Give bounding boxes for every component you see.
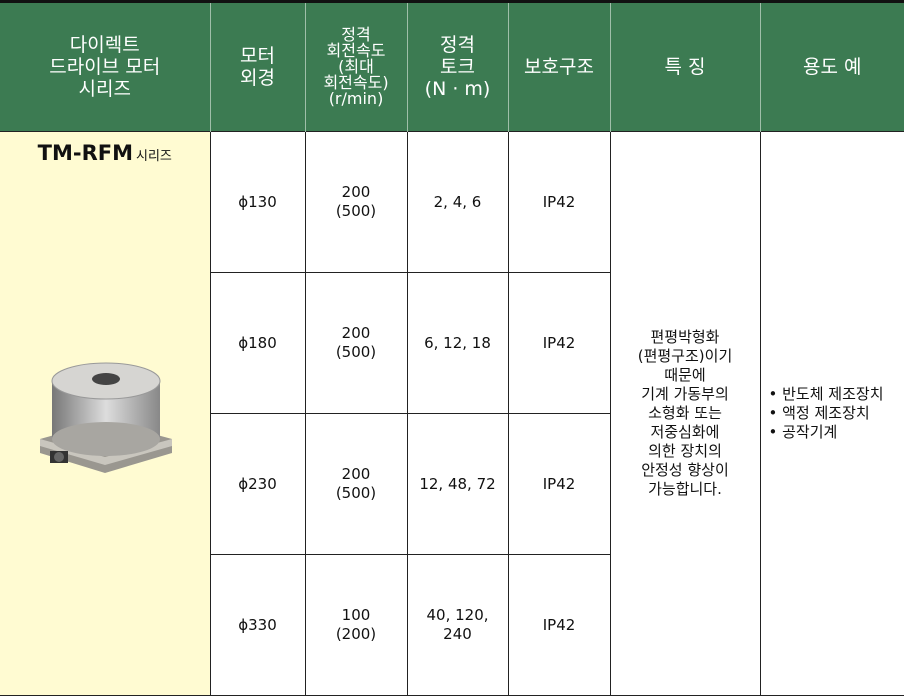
speed-cell: 200 (500) (304, 272, 408, 414)
text-line: 안정성 향상이 (641, 461, 729, 479)
text-line: 보호구조 (524, 56, 594, 78)
use-item: 반도체 제조장치 (769, 385, 904, 404)
use-item: 액정 제조장치 (769, 404, 904, 423)
text-line: 드라이브 모터 (49, 56, 161, 78)
text-line: 특 징 (664, 56, 706, 78)
product-image (39, 362, 172, 473)
text-line: (200) (335, 625, 377, 643)
torque-cell: 12, 48, 72 (406, 413, 509, 555)
header-cell: 모터 외경 (209, 1, 305, 132)
protection-cell: IP42 (507, 131, 611, 273)
text-line: 외경 (240, 67, 275, 89)
torque-cell: 6, 12, 18 (406, 272, 509, 414)
text-line: 6, 12, 18 (424, 333, 491, 352)
body-row: ϕ330 100 (200) 40, 120, 240 IP42 (0, 554, 904, 696)
text-line: 기계 가동부의 (641, 385, 729, 403)
header-cell: 정격 회전속도 (최대 회전속도) (r/min) (304, 1, 407, 132)
text-line: (r/min) (328, 89, 384, 108)
text-line: 200 (341, 183, 371, 201)
body-row: ϕ230 200 (500) 12, 48, 72 IP42 (0, 413, 904, 555)
speed-cell: 200 (500) (304, 413, 408, 555)
series-name: TM-RFM (37, 141, 133, 165)
text-line: 저중심화에 (650, 423, 720, 441)
text-line: 다이렉트 (69, 34, 140, 56)
uses-list: 반도체 제조장치액정 제조장치공작기계 (769, 385, 904, 442)
protection-cell: IP42 (507, 554, 611, 696)
use-item: 공작기계 (769, 423, 904, 442)
header-row: 다이렉트 드라이브 모터 시리즈 모터 외경 정격 회전속도 (최대 회전속도) (r/min) 정… (0, 1, 904, 132)
text-line: 100 (341, 606, 371, 624)
series-cell: TM-RFM 시리즈 (0, 131, 211, 696)
header-cell: 용도 예 (759, 1, 904, 132)
text-line: (N · m) (424, 78, 491, 100)
text-line: 정격 (341, 25, 371, 44)
text-line: (편평구조)이기 (637, 347, 733, 365)
series-suffix: 시리즈 (135, 149, 172, 164)
speed-cell: 100 (200) (304, 554, 408, 696)
diameter-cell: ϕ130 (209, 131, 306, 273)
text-line: 회전속도 (326, 41, 386, 60)
text-line: 40, 120, (426, 606, 489, 624)
text-line: (최대 (338, 57, 374, 76)
uses-cell: 반도체 제조장치액정 제조장치공작기계 (759, 131, 904, 696)
header-cell: 정격 토크 (N · m) (406, 1, 508, 132)
diameter-cell: ϕ330 (209, 554, 306, 696)
text-line: 240 (443, 625, 472, 643)
features-cell: 편평박형화 (편평구조)이기 때문에 기계 가동부의 소형화 또는 저중심화에 의한 장치의… (609, 131, 761, 696)
torque-cell: 2, 4, 6 (406, 131, 509, 273)
text-line: 200 (341, 465, 371, 483)
text-line: 200 (341, 324, 371, 342)
text-line: 소형화 또는 (648, 404, 722, 422)
text-line: 때문에 (664, 366, 706, 384)
text-line: 시리즈 (78, 78, 131, 100)
text-line: 회전속도) (323, 73, 389, 92)
text-line: (500) (335, 202, 377, 220)
table-body: TM-RFM 시리즈 ϕ130 200 (500) 2, 4, 6 IP42 편평박형화 (편… (0, 131, 904, 696)
text-line: 편평박형화 (650, 328, 720, 346)
header-cell: 특 징 (609, 1, 760, 132)
diameter-cell: ϕ230 (209, 413, 306, 555)
text-line: 가능합니다. (648, 480, 722, 498)
text-line: (500) (335, 484, 377, 502)
protection-cell: IP42 (507, 413, 611, 555)
header-cell: 다이렉트 드라이브 모터 시리즈 (0, 1, 210, 132)
body-row: TM-RFM 시리즈 ϕ130 200 (500) 2, 4, 6 IP42 편평박형화 (편… (0, 131, 904, 696)
text-line: 토크 (440, 56, 475, 78)
speed-cell: 200 (500) (304, 131, 408, 273)
header-cell: 보호구조 (507, 1, 610, 132)
text-line: 용도 예 (803, 56, 862, 78)
text-line: 12, 48, 72 (419, 474, 496, 493)
text-line: 2, 4, 6 (433, 192, 482, 211)
text-line: 정격 (440, 34, 475, 56)
torque-cell: 40, 120, 240 (406, 554, 509, 696)
text-line: 의한 장치의 (648, 442, 722, 460)
text-line: (500) (335, 343, 377, 361)
text-line: 모터 (240, 45, 275, 67)
body-row: ϕ180 200 (500) 6, 12, 18 IP42 (0, 272, 904, 414)
diameter-cell: ϕ180 (209, 272, 306, 414)
protection-cell: IP42 (507, 272, 611, 414)
